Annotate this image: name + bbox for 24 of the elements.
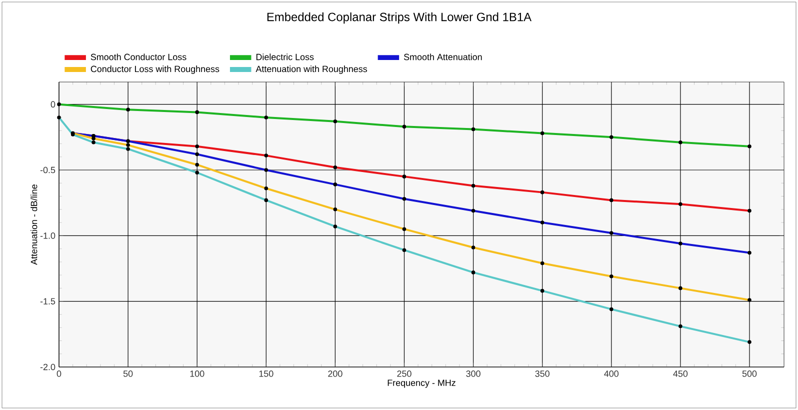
- y-axis-title: Attenuation - dB/line: [30, 184, 38, 265]
- chart-title: Embedded Coplanar Strips With Lower Gnd 1B1A: [267, 12, 532, 24]
- x-tick-label: 200: [328, 370, 342, 377]
- x-tick-label: 450: [673, 370, 688, 377]
- y-tick-label: -2.0: [40, 364, 56, 370]
- x-tick-label: 0: [56, 370, 62, 377]
- x-tick-label: 350: [535, 370, 550, 377]
- legend-label: Conductor Loss with Roughness: [90, 66, 220, 74]
- x-tick-label: 300: [466, 370, 480, 377]
- x-tick-label: 150: [259, 370, 274, 377]
- y-tick-label: -1.0: [40, 232, 56, 239]
- legend-label: Smooth Attenuation: [404, 54, 482, 60]
- x-tick-label: 50: [123, 370, 133, 377]
- y-tick-label: -1.5: [40, 298, 56, 304]
- x-tick-label: 500: [742, 370, 757, 377]
- x-tick-label: 250: [397, 370, 412, 377]
- y-tick-label: 0: [50, 101, 56, 108]
- legend-label: Smooth Conductor Loss: [90, 54, 186, 60]
- x-tick-label: 100: [190, 370, 204, 377]
- x-tick-label: 400: [604, 370, 619, 377]
- legend-label: Attenuation with Roughness: [256, 66, 368, 74]
- y-tick-label: -0.5: [40, 166, 56, 174]
- legend-label: Dielectric Loss: [256, 54, 314, 60]
- x-axis-title: Frequency - MHz: [388, 380, 456, 388]
